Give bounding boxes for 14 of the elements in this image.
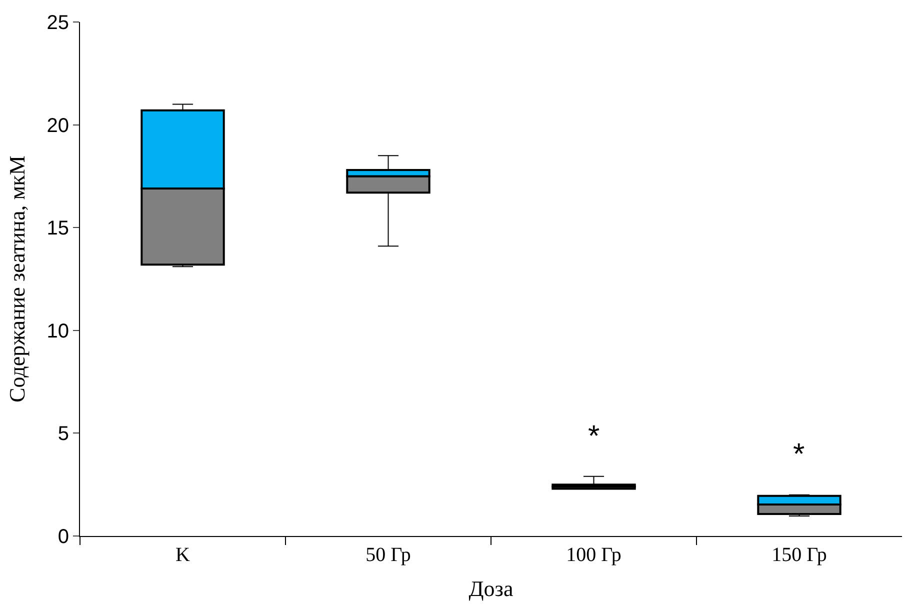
y-tick-label: 15: [46, 218, 69, 240]
x-tick-label: K: [176, 544, 191, 566]
y-axis-title: Содержание зеатина, мкМ: [4, 156, 30, 402]
y-tick-label: 20: [46, 114, 69, 137]
annotation: *: [793, 438, 805, 471]
y-tick-label: 0: [58, 526, 69, 548]
y-tick-label: 25: [46, 12, 69, 34]
x-tick-label: 150 Гр: [772, 544, 827, 566]
x-axis-title: Доза: [468, 576, 514, 601]
annotation: *: [588, 420, 600, 453]
y-tick-label: 5: [58, 423, 69, 446]
y-tick-label: 10: [46, 320, 69, 342]
x-tick-label: 50 Гр: [366, 544, 411, 566]
x-tick-label: 100 Гр: [566, 544, 622, 566]
